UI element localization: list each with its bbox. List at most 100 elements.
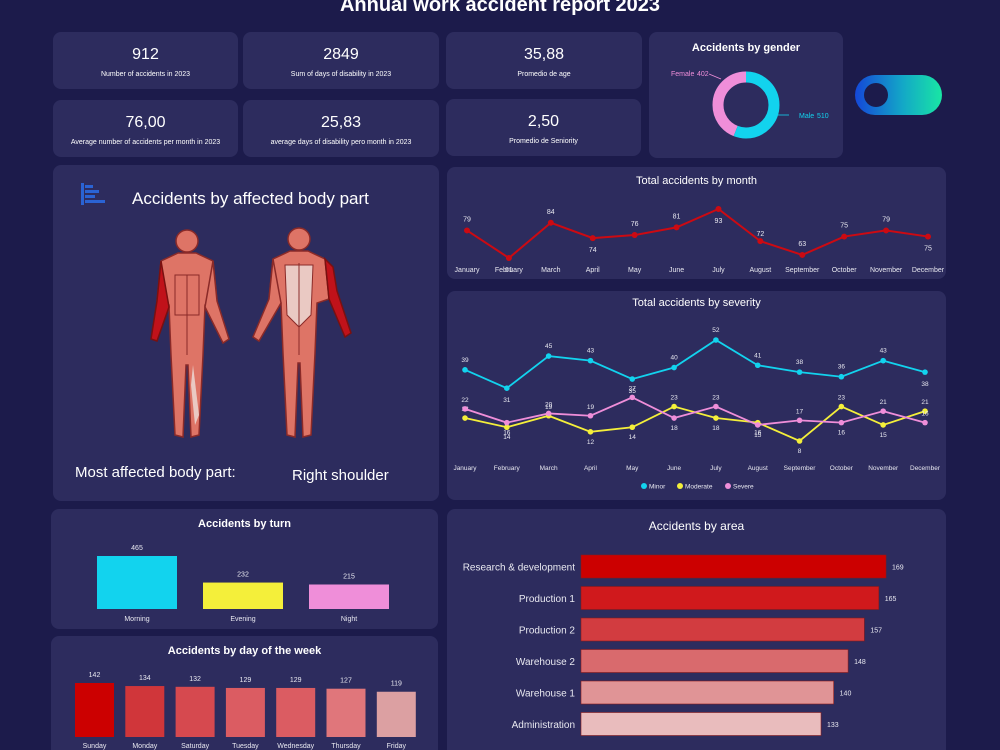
gender-chart-card: Accidents by gender Female 402 Male 510 [649,32,843,158]
severity-tick-label: October [830,465,854,472]
severity-tick-label: June [667,465,681,472]
month-point [883,227,890,234]
area-bar [580,649,849,673]
body-back-figure [252,227,352,438]
month-data-label: 75 [924,246,932,253]
label-male-name: Male [799,113,814,120]
area-chart-card: Accidents by area Research & development… [447,509,946,750]
weekday-bar [175,686,215,737]
legend-label: Minor [649,484,666,491]
severity-point [587,429,594,435]
severity-tick-label: January [453,465,477,472]
month-tick-label: March [541,267,561,274]
weekday-tick-label: Sunday [83,743,107,750]
weekday-data-label: 142 [89,672,101,679]
body-part-title: Accidents by affected body part [132,189,369,208]
severity-data-label: 22 [461,397,469,404]
turn-bar-evening [203,582,283,609]
severity-tick-label: May [626,465,639,472]
severity-data-label: 16 [503,430,511,437]
severity-point [587,412,594,419]
kpi-value: 76,00 [125,114,166,131]
weekday-bar [125,686,165,737]
weekday-bar [225,687,265,737]
month-point [757,238,764,245]
month-tick-label: November [870,267,903,274]
theme-toggle-switch[interactable] [855,75,942,115]
severity-point [754,362,761,369]
severity-data-label: 16 [921,411,929,418]
kpi-card-accidents: 912 Number of accidents in 2023 [53,32,238,89]
severity-tick-label: August [748,465,768,472]
turn-data-label: 215 [343,573,355,580]
weekday-tick-label: Thursday [331,743,361,750]
turn-bar-night [309,584,389,609]
report-title: Annual work accident report 2023 [339,0,661,16]
area-data-label: 140 [840,691,852,698]
severity-point [880,408,886,414]
severity-data-label: 41 [754,352,762,359]
area-category-label: Production 2 [519,626,576,637]
severity-data-label: 43 [587,348,595,355]
severity-tick-label: February [494,465,521,472]
month-point [673,224,680,231]
weekday-bar [276,687,316,737]
severity-point [545,353,552,359]
kpi-label: average days of disability pero month in… [270,139,412,146]
chart-title: Accidents by turn [198,518,291,530]
body-figures-image [150,227,352,438]
severity-data-label: 21 [921,399,929,406]
severity-data-label: 31 [503,397,511,404]
month-data-label: 81 [673,213,681,220]
most-affected-label: Most affected body part: [75,464,236,481]
body-part-card: Accidents by affected body part Most aff… [53,165,439,501]
legend-swatch-severe [725,483,731,489]
severity-point [838,419,845,426]
severity-data-label: 35 [629,388,637,395]
month-tick-label: May [628,267,642,274]
weekday-data-label: 132 [189,676,201,683]
month-tick-label: June [669,267,684,274]
kpi-label: Average number of accidents per month in… [70,139,221,146]
weekday-tick-label: Saturday [181,743,210,750]
kpi-card-avg-age: 35,88 Promedio de age [446,32,642,89]
area-category-label: Research & development [463,563,576,574]
area-data-label: 133 [827,722,839,729]
turn-tick-label: Morning [124,616,149,623]
chart-title: Total accidents by month [635,175,758,187]
severity-point [880,422,886,428]
weekday-bar-chart: 142 Sunday 134 Monday 132 Saturday 129 Tuesday 1… [75,672,416,750]
severity-data-label: 21 [880,399,888,406]
area-data-label: 169 [892,565,904,572]
severity-data-label: 38 [921,381,929,388]
area-bar [580,712,822,736]
severity-data-label: 36 [838,364,846,371]
legend-swatch-moderate [677,483,683,489]
month-point [841,233,848,240]
kpi-value: 912 [132,46,159,63]
severity-data-label: 17 [796,408,804,415]
severity-point [462,406,468,412]
month-tick-label: January [455,267,480,274]
kpi-label: Sum of days of disability in 2023 [290,71,392,78]
severity-data-label: 45 [545,343,553,350]
severity-data-label: 39 [461,357,469,364]
severity-series-line-severe [464,396,926,426]
month-point [547,219,554,226]
area-bar-chart: Research & development 169 Production 1 165… [463,554,904,736]
donut-slice-male [712,71,780,139]
month-tick-label: October [832,267,858,274]
severity-data-label: 8 [798,448,802,455]
month-point [631,232,638,239]
kpi-value: 25,83 [320,114,362,131]
month-point [505,255,512,261]
gender-donut-chart: Female 402 Male 510 [671,71,829,139]
month-point [589,235,596,242]
severity-data-label: 23 [712,395,720,402]
weekday-tick-label: Wednesday [277,743,314,750]
month-tick-label: April [586,267,600,274]
month-data-label: 61 [505,267,513,274]
severity-point [671,364,677,371]
severity-tick-label: November [868,465,899,472]
month-data-label: 72 [756,231,764,238]
